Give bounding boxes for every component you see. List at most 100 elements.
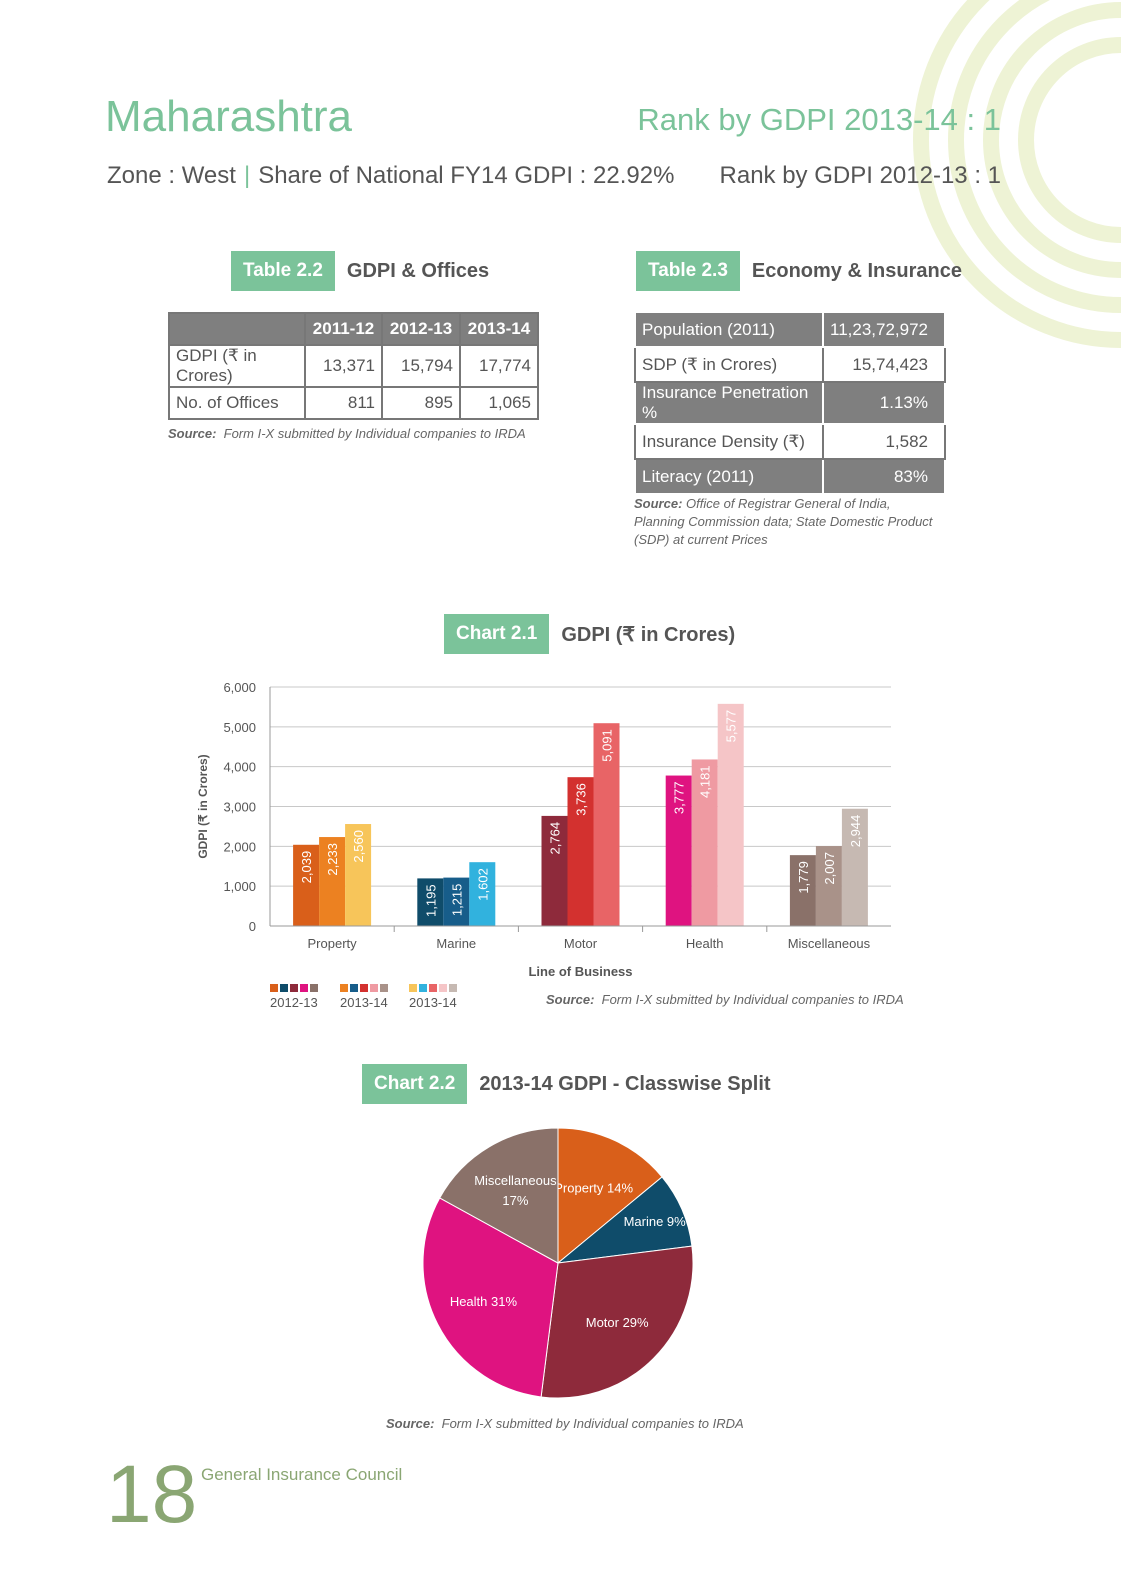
- pie-slice: [557, 1127, 663, 1265]
- cell: 17,774: [459, 344, 539, 388]
- cell: 1,065: [459, 386, 539, 420]
- legend-swatch: [350, 984, 358, 992]
- bar-value-label: 2,944: [848, 815, 863, 848]
- legend-swatch: [300, 984, 308, 992]
- chart-2-2-source: Source: Form I-X submitted by Individual…: [386, 1415, 766, 1433]
- legend-swatch: [360, 984, 368, 992]
- cell: 15,794: [381, 344, 461, 388]
- table-2-2: 2011-12 2012-13 2013-14 GDPI (₹ in Crore…: [168, 312, 539, 420]
- chart-2-2-header: Chart 2.2 2013-14 GDPI - Classwise Split: [362, 1064, 771, 1104]
- bar: [665, 775, 692, 926]
- bar: [593, 723, 620, 926]
- bar-value-label: 1,215: [449, 884, 464, 917]
- pie-slice-label: Health 31%: [450, 1294, 518, 1309]
- legend-swatch: [429, 984, 437, 992]
- row-label: GDPI (₹ in Crores): [168, 344, 306, 388]
- bar: [789, 855, 816, 926]
- table-row: SDP (₹ in Crores) 15,74,423: [634, 346, 946, 383]
- bar: [567, 777, 594, 926]
- table-row: Population (2011) 11,23,72,972: [634, 311, 946, 348]
- bar-value-label: 3,736: [574, 783, 589, 816]
- row-label: Insurance Penetration %: [634, 381, 824, 425]
- bar: [293, 844, 320, 926]
- table-2-2-badge: Table 2.2: [231, 251, 335, 291]
- row-label: Population (2011): [634, 311, 824, 348]
- legend-swatch: [270, 984, 278, 992]
- table-row: Insurance Penetration % 1.13%: [634, 381, 946, 425]
- bar-value-label: 2,039: [299, 851, 314, 884]
- cell: 13,371: [303, 344, 384, 388]
- cell: 83%: [822, 458, 946, 495]
- chart-2-1-source: Source: Form I-X submitted by Individual…: [546, 991, 906, 1009]
- legend-label: 2013-14: [340, 995, 388, 1010]
- table-2-3-badge: Table 2.3: [636, 251, 740, 291]
- table-corner: [168, 312, 306, 346]
- legend-item: 2013-14: [409, 984, 457, 1010]
- y-tick-label: 3,000: [223, 800, 256, 815]
- bar: [417, 878, 444, 926]
- legend-swatch: [280, 984, 288, 992]
- zone-share-line: Zone : West | Share of National FY14 GDPI …: [107, 162, 674, 190]
- bar-value-label: 4,181: [698, 765, 713, 798]
- table-header-row: 2011-12 2012-13 2013-14: [168, 312, 539, 346]
- bar-value-label: 5,577: [724, 710, 739, 743]
- legend-label: 2013-14: [409, 995, 457, 1010]
- bar: [841, 808, 868, 926]
- table-2-2-header: Table 2.2 GDPI & Offices: [231, 251, 489, 291]
- bar: [541, 815, 568, 926]
- bar-value-label: 1,602: [475, 868, 490, 901]
- chart-2-2-badge: Chart 2.2: [362, 1064, 468, 1104]
- pie-slice-label: Miscellaneous 17%: [474, 1173, 557, 1208]
- x-axis-label: Line of Business: [528, 964, 632, 979]
- bar-chart: 0 1,000 2,000 3,000 4,000 5,000 6,000 GDPI (₹ i…: [196, 680, 891, 1010]
- y-tick-label: 2,000: [223, 839, 256, 854]
- chart-2-1-header: Chart 2.1 GDPI (₹ in Crores): [444, 614, 735, 654]
- table-2-3-source: Source: Office of Registrar General of I…: [634, 495, 944, 549]
- legend-swatch: [370, 984, 378, 992]
- cell: 11,23,72,972: [822, 311, 946, 348]
- bar: [717, 703, 744, 926]
- cell: 1,582: [822, 423, 946, 460]
- table-row: Literacy (2011) 83%: [634, 458, 946, 495]
- pie-slice: [422, 1197, 559, 1398]
- row-label: Literacy (2011): [634, 458, 824, 495]
- legend-swatch: [419, 984, 427, 992]
- bar: [345, 824, 372, 926]
- separator: |: [243, 162, 251, 189]
- source-text: Office of Registrar General of India, Pl…: [634, 496, 933, 547]
- table-2-3: Population (2011) 11,23,72,972 SDP (₹ in…: [634, 311, 946, 495]
- bar: [443, 877, 470, 926]
- pie-chart: Property 14% Marine 9% Motor 29% Health 31%…: [422, 1127, 694, 1399]
- source-label: Source:: [168, 426, 217, 441]
- y-axis-label: GDPI (₹ in Crores): [196, 754, 210, 858]
- column-header: 2012-13: [381, 312, 461, 346]
- pie-slice: [439, 1127, 559, 1264]
- bar: [319, 837, 346, 926]
- bar: [815, 846, 842, 926]
- page-number: 18: [106, 1449, 198, 1540]
- source-text: Form I-X submitted by Individual compani…: [601, 992, 904, 1007]
- y-tick-label: 0: [249, 919, 256, 934]
- bar-value-label: 5,091: [600, 729, 615, 762]
- bar-value-label: 2,233: [325, 843, 340, 876]
- legend-swatch: [310, 984, 318, 992]
- bar-value-label: 1,195: [423, 884, 438, 917]
- source-label: Source:: [386, 1416, 435, 1431]
- legend-item: 2013-14: [340, 984, 388, 1010]
- row-label: Insurance Density (₹): [634, 423, 824, 460]
- column-header: 2011-12: [303, 312, 384, 346]
- bar-value-label: 2,560: [351, 830, 366, 863]
- y-tick-label: 6,000: [223, 680, 256, 695]
- x-tick-label: Marine: [436, 936, 476, 951]
- table-row: Insurance Density (₹) 1,582: [634, 423, 946, 460]
- legend-swatch: [290, 984, 298, 992]
- table-2-2-title: GDPI & Offices: [346, 259, 490, 282]
- x-tick-label: Health: [686, 936, 724, 951]
- table-row: No. of Offices 811 895 1,065: [168, 386, 539, 420]
- row-label: SDP (₹ in Crores): [634, 346, 824, 383]
- legend-swatch: [439, 984, 447, 992]
- bar: [691, 759, 718, 926]
- table-2-3-title: Economy & Insurance: [751, 259, 962, 282]
- rank-2013-14: Rank by GDPI 2013-14 : 1: [637, 102, 1001, 137]
